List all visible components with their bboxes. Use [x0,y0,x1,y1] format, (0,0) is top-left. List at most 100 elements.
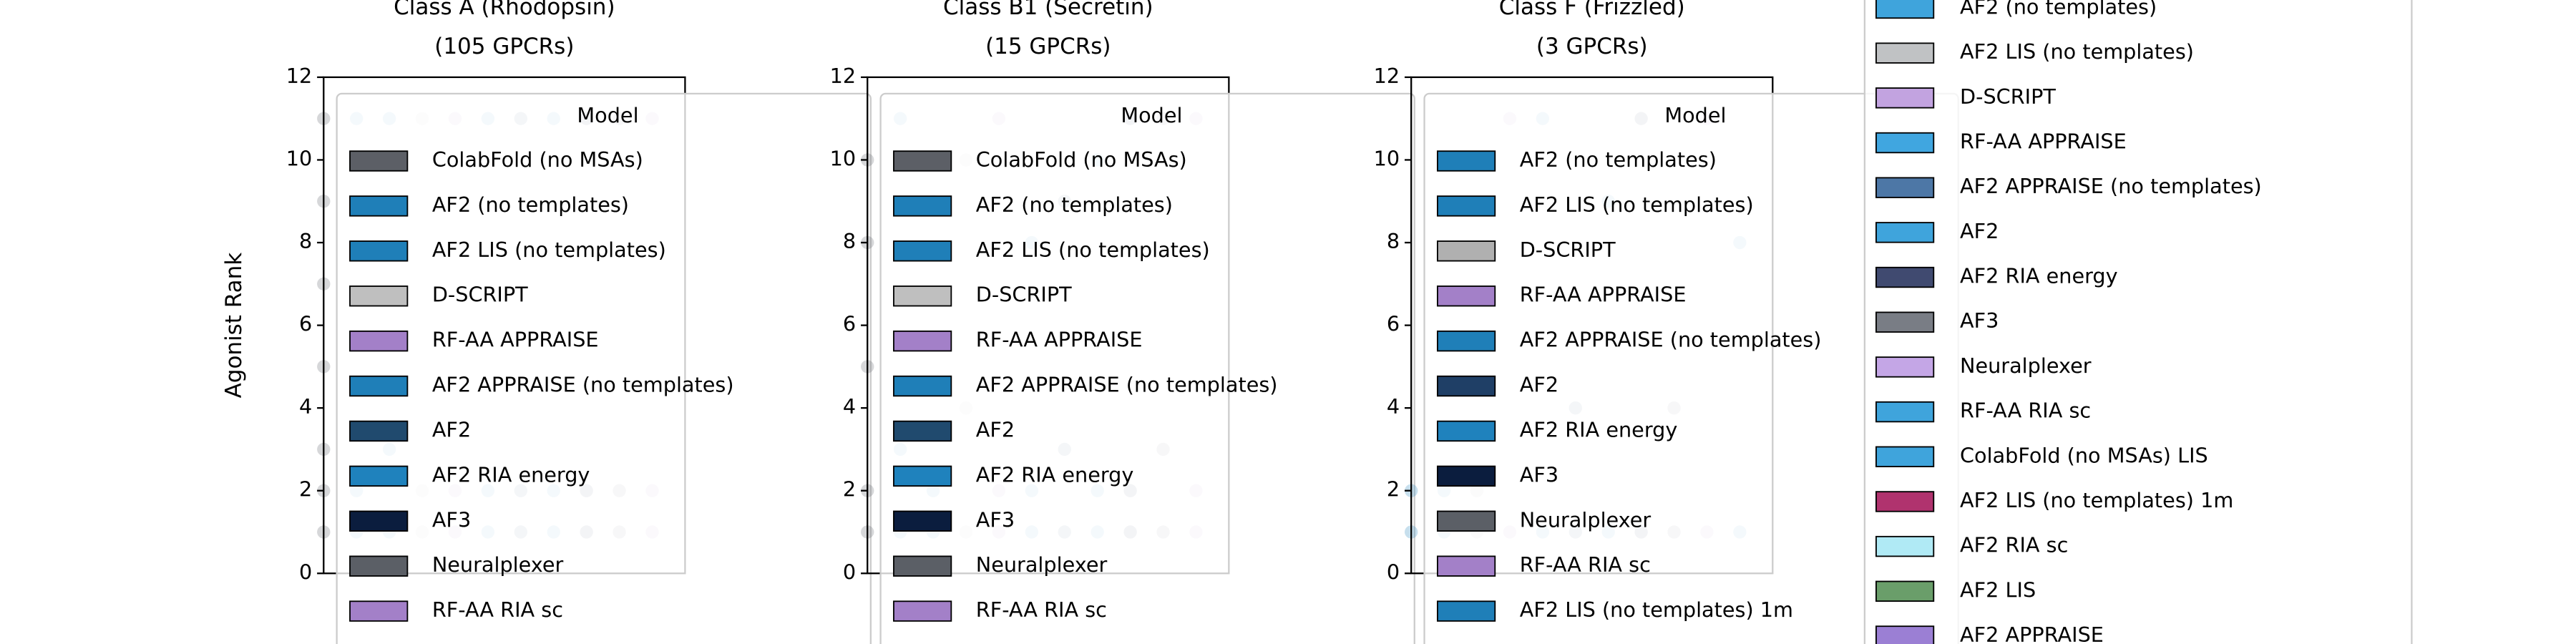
legend-title: Model [577,103,638,127]
legend-swatch [349,465,409,487]
legend-label: D-SCRIPT [432,283,528,307]
legend-label: AF2 [1960,219,1999,243]
legend-title: Model [1121,103,1182,127]
legend-label: AF2 LIS (no templates) 1m [1520,597,1793,622]
legend-label: RF-AA APPRAISE [976,328,1143,352]
legend-box [1863,0,2413,644]
legend-swatch [1437,330,1496,352]
legend-label: AF2 [976,417,1015,441]
legend-swatch [1875,356,1935,378]
legend-label: AF2 APPRAISE (no templates) [976,373,1278,397]
chart-title: Class F (Frizzled) [1499,0,1685,20]
legend-label: AF3 [432,507,471,532]
y-tick-label: 10 [1374,146,1400,170]
legend-label: Neuralplexer [1960,353,2092,378]
legend-swatch [893,150,952,172]
legend-label: ColabFold (no MSAs) LIS [1960,443,2208,467]
legend-label: D-SCRIPT [1520,238,1616,262]
legend-label: AF2 [1520,373,1558,397]
legend-swatch [349,375,409,397]
legend-label: AF2 LIS (no templates) [1520,192,1754,217]
legend-box [879,92,1415,644]
legend-swatch [1437,555,1496,577]
legend-swatch [1875,0,1935,19]
y-tick-label: 6 [1387,312,1400,336]
y-tick-label: 0 [299,560,312,584]
legend-swatch [1875,87,1935,109]
legend-swatch [893,240,952,262]
legend-swatch [1875,177,1935,198]
legend-swatch [1875,222,1935,243]
legend-label: RF-AA APPRAISE [1520,283,1687,307]
legend-swatch [1875,535,1935,557]
legend-swatch [893,465,952,487]
legend-label: AF2 [432,417,471,441]
legend-label: AF2 RIA energy [432,462,590,487]
legend-label: AF3 [1960,308,1999,333]
legend-swatch [893,420,952,442]
legend-label: RF-AA APPRAISE [432,328,599,352]
legend-label: RF-AA RIA sc [432,597,563,622]
legend-swatch [349,600,409,622]
legend-swatch [349,330,409,352]
legend-label: AF2 LIS (no templates) [432,238,666,262]
legend-swatch [1437,420,1496,442]
chart-title: Class A (Rhodopsin) [394,0,615,20]
y-tick-label: 0 [843,560,856,584]
y-tick-label: 2 [843,477,856,502]
legend-swatch [1437,510,1496,532]
legend-swatch [1875,401,1935,423]
legend-label: Neuralplexer [1520,507,1652,532]
legend-swatch [1437,195,1496,217]
legend-label: RF-AA RIA sc [976,597,1107,622]
y-tick-label: 8 [299,229,312,253]
legend-label: Neuralplexer [976,552,1108,577]
legend-label: AF2 (no templates) [1960,0,2157,19]
y-tick-label: 8 [1387,229,1400,253]
legend-label: AF2 RIA energy [1520,417,1678,441]
legend-swatch [1437,600,1496,622]
legend-label: AF2 (no templates) [432,192,629,217]
legend-label: AF2 LIS (no templates) 1m [1960,488,2233,512]
legend-label: AF2 APPRAISE (no templates) [432,373,734,397]
legend-label: Neuralplexer [432,552,564,577]
legend-swatch [1437,375,1496,397]
legend-label: D-SCRIPT [976,283,1072,307]
legend-label: AF2 LIS [1960,577,2036,602]
y-tick-label: 10 [830,146,857,170]
legend-swatch [349,555,409,577]
legend-swatch [1875,42,1935,64]
legend-box [336,92,872,644]
legend-swatch [1437,240,1496,262]
legend-label: ColabFold (no MSAs) [432,147,643,172]
legend-swatch [1437,150,1496,172]
legend-swatch [893,286,952,307]
legend-label: RF-AA APPRAISE [1960,130,2127,154]
legend-swatch [349,420,409,442]
y-tick-label: 8 [843,229,856,253]
legend-swatch [349,510,409,532]
legend-label: AF2 LIS (no templates) [976,238,1210,262]
y-axis-label: Agonist Rank [221,253,247,399]
legend-swatch [349,195,409,217]
y-tick-label: 2 [299,477,312,502]
chart-subtitle: (15 GPCRs) [985,34,1111,59]
y-tick-label: 6 [843,312,856,336]
y-tick-label: 10 [286,146,313,170]
legend-swatch [893,600,952,622]
legend-swatch [1875,491,1935,512]
legend-title: Model [1664,103,1726,127]
legend-swatch [349,240,409,262]
legend-label: D-SCRIPT [1960,84,2056,109]
legend-label: RF-AA RIA sc [1520,552,1651,577]
legend-swatch [1875,625,1935,644]
y-tick-label: 4 [843,394,856,419]
legend-label: AF3 [976,507,1015,532]
legend-swatch [1875,311,1935,333]
legend-swatch [1875,132,1935,154]
legend-label: ColabFold (no MSAs) [976,147,1187,172]
legend-swatch [893,330,952,352]
y-tick-label: 4 [1387,394,1400,419]
